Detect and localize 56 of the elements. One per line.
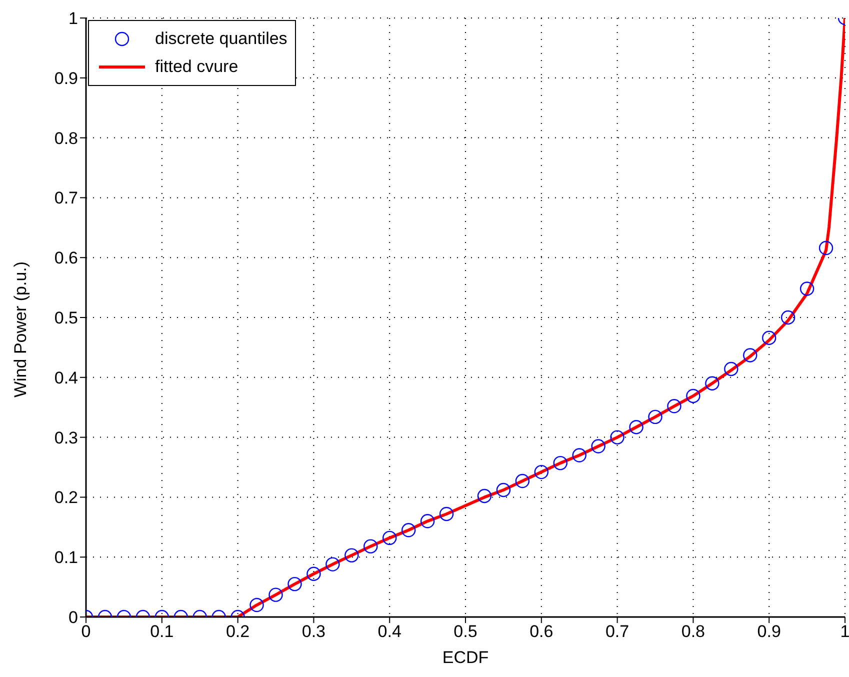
y-tick-label: 0.2 — [54, 488, 78, 508]
legend-label: discrete quantiles — [155, 29, 288, 49]
y-axis-title: Wind Power (p.u.) — [11, 261, 30, 398]
y-tick-label: 0.6 — [54, 248, 78, 268]
point — [705, 376, 720, 390]
point — [268, 588, 283, 602]
point — [648, 410, 662, 424]
x-tick-label: 0.5 — [454, 622, 478, 642]
x-axis-title: ECDF — [442, 648, 489, 667]
point — [401, 523, 416, 538]
x-tick-label: 0.1 — [150, 622, 174, 642]
x-tick-label: 0.7 — [605, 622, 630, 642]
x-tick-label: 0.6 — [530, 622, 554, 642]
point — [364, 539, 378, 554]
x-tick-label: 0.3 — [302, 622, 326, 642]
y-tick-label: 0.4 — [54, 368, 78, 388]
point — [800, 282, 814, 296]
point — [306, 566, 321, 581]
x-tick-label: 0.9 — [757, 622, 781, 642]
point — [667, 399, 682, 414]
y-tick-label: 0.5 — [54, 308, 78, 328]
point — [382, 530, 397, 546]
point — [780, 310, 796, 325]
legend-label: fitted cvure — [155, 57, 238, 77]
x-tick-label: 0.8 — [681, 622, 706, 642]
x-tick-label: 0.4 — [378, 622, 402, 642]
y-tick-label: 1 — [68, 9, 78, 28]
point — [743, 348, 758, 362]
point — [439, 506, 454, 522]
point — [686, 388, 700, 404]
point — [250, 598, 264, 612]
point — [515, 474, 530, 488]
y-tick-label: 0.9 — [54, 68, 78, 88]
point — [496, 482, 511, 498]
point — [591, 439, 606, 454]
point — [534, 464, 548, 480]
x-tick-label: 1 — [840, 622, 849, 642]
point — [610, 430, 624, 444]
point — [344, 548, 359, 562]
point — [572, 448, 586, 462]
point — [288, 576, 302, 592]
y-tick-label: 0 — [68, 608, 78, 628]
y-tick-label: 0.8 — [54, 128, 78, 148]
x-tick-label: 0.2 — [226, 622, 250, 642]
point — [818, 240, 834, 256]
y-tick-label: 0.1 — [54, 548, 78, 568]
point — [724, 362, 738, 376]
point — [326, 557, 340, 572]
point — [553, 456, 568, 470]
point — [629, 420, 644, 434]
y-tick-label: 0.3 — [54, 428, 78, 448]
y-tick-label: 0.7 — [54, 188, 78, 208]
point — [420, 514, 435, 528]
point — [762, 330, 776, 345]
x-tick-label: 0 — [81, 622, 91, 642]
point — [477, 488, 492, 504]
